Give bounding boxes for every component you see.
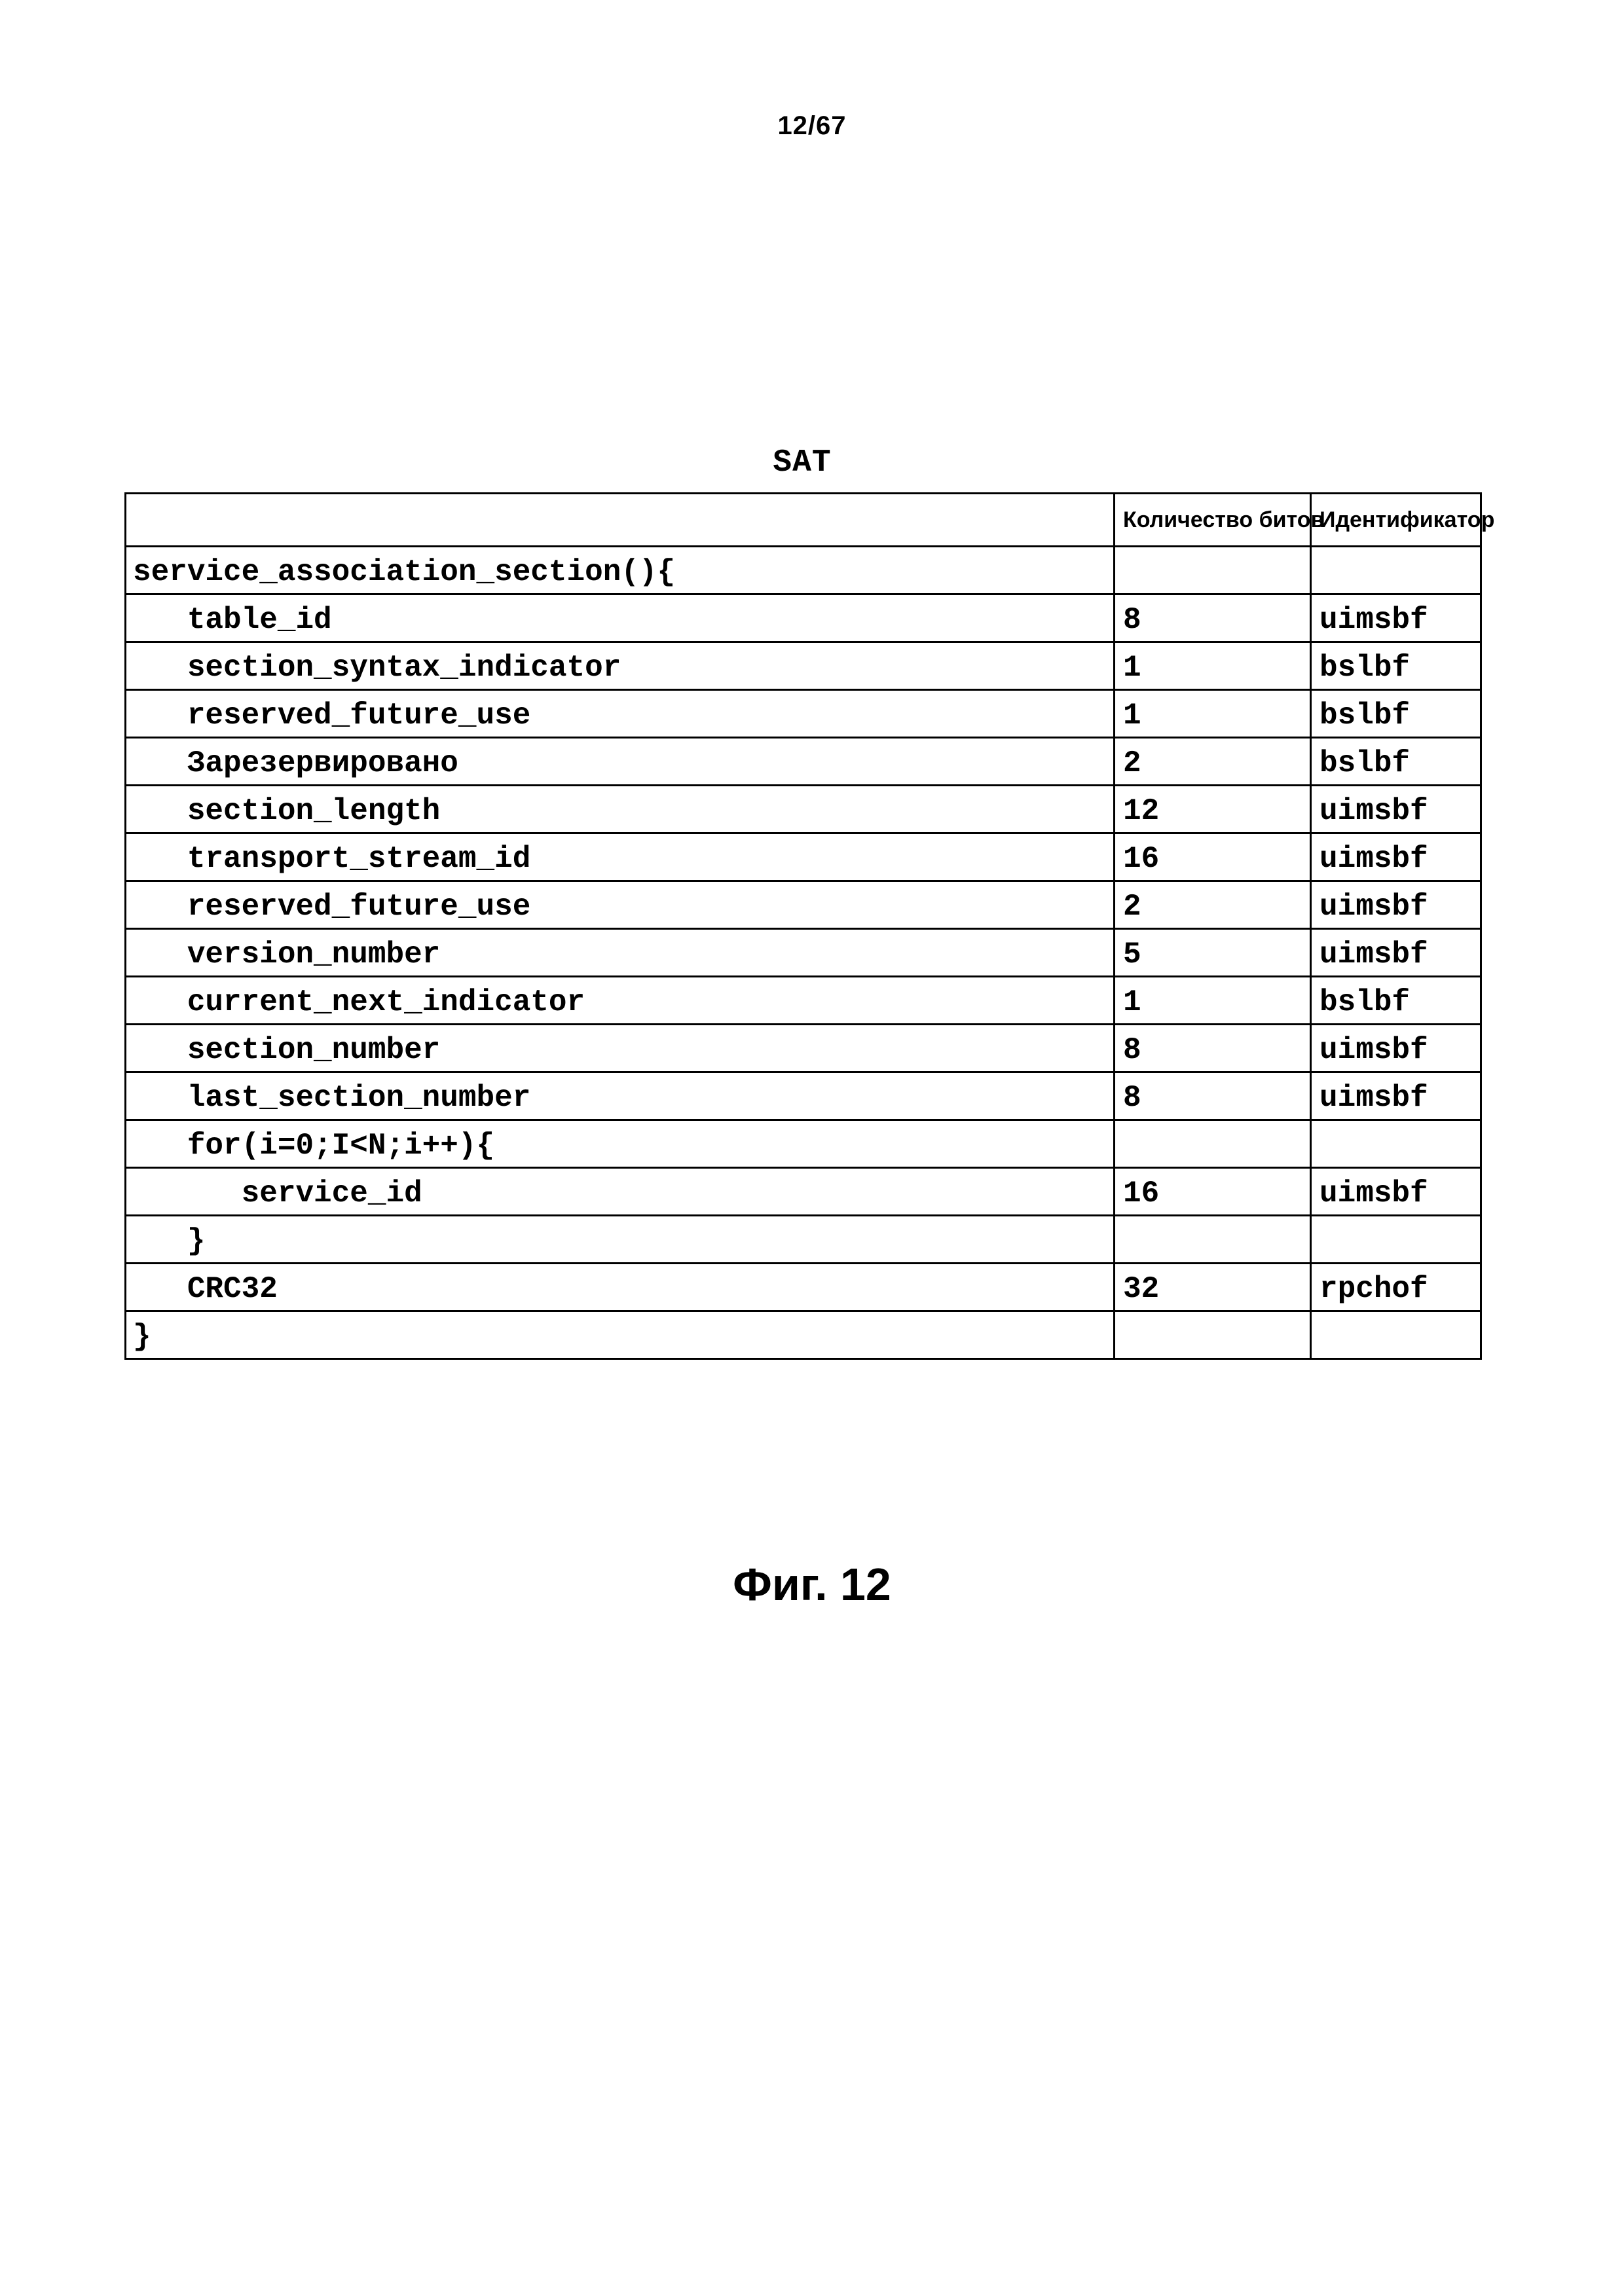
col-header-syntax xyxy=(126,494,1115,547)
table-row: section_syntax_indicator1bslbf xyxy=(126,642,1481,690)
cell-bits: 16 xyxy=(1115,833,1311,881)
cell-syntax: reserved_future_use xyxy=(126,881,1115,929)
cell-bits: 1 xyxy=(1115,977,1311,1025)
cell-identifier: uimsbf xyxy=(1311,786,1481,833)
table-header-row: Количество битов Идентификатор xyxy=(126,494,1481,547)
cell-bits: 2 xyxy=(1115,738,1311,786)
cell-identifier: bslbf xyxy=(1311,977,1481,1025)
cell-bits: 8 xyxy=(1115,1025,1311,1072)
cell-syntax: CRC32 xyxy=(126,1264,1115,1311)
cell-identifier: uimsbf xyxy=(1311,1025,1481,1072)
cell-identifier xyxy=(1311,1311,1481,1359)
cell-syntax: for(i=0;I<N;i++){ xyxy=(126,1120,1115,1168)
cell-bits xyxy=(1115,547,1311,594)
sat-table: Количество битов Идентификатор service_a… xyxy=(124,492,1482,1360)
cell-identifier: uimsbf xyxy=(1311,1072,1481,1120)
table-row: reserved_future_use2uimsbf xyxy=(126,881,1481,929)
page-number: 12/67 xyxy=(0,111,1624,141)
cell-syntax: section_length xyxy=(126,786,1115,833)
cell-identifier: uimsbf xyxy=(1311,833,1481,881)
cell-identifier xyxy=(1311,547,1481,594)
cell-syntax: reserved_future_use xyxy=(126,690,1115,738)
cell-identifier: uimsbf xyxy=(1311,881,1481,929)
col-header-ident: Идентификатор xyxy=(1311,494,1481,547)
cell-bits: 8 xyxy=(1115,1072,1311,1120)
cell-bits: 8 xyxy=(1115,594,1311,642)
cell-syntax: } xyxy=(126,1311,1115,1359)
table-row: for(i=0;I<N;i++){ xyxy=(126,1120,1481,1168)
cell-syntax: table_id xyxy=(126,594,1115,642)
table-row: service_association_section(){ xyxy=(126,547,1481,594)
cell-syntax: section_syntax_indicator xyxy=(126,642,1115,690)
table-row: section_number8uimsbf xyxy=(126,1025,1481,1072)
cell-syntax: last_section_number xyxy=(126,1072,1115,1120)
cell-identifier xyxy=(1311,1216,1481,1264)
table-row: Зарезервировано2bslbf xyxy=(126,738,1481,786)
cell-bits: 32 xyxy=(1115,1264,1311,1311)
table-row: current_next_indicator1bslbf xyxy=(126,977,1481,1025)
cell-bits: 12 xyxy=(1115,786,1311,833)
cell-syntax: Зарезервировано xyxy=(126,738,1115,786)
table-row: CRC3232rpchof xyxy=(126,1264,1481,1311)
table-row: table_id8uimsbf xyxy=(126,594,1481,642)
cell-identifier: bslbf xyxy=(1311,738,1481,786)
table-row: section_length12uimsbf xyxy=(126,786,1481,833)
table-row: } xyxy=(126,1216,1481,1264)
cell-bits: 16 xyxy=(1115,1168,1311,1216)
cell-identifier: bslbf xyxy=(1311,642,1481,690)
cell-syntax: transport_stream_id xyxy=(126,833,1115,881)
cell-bits xyxy=(1115,1120,1311,1168)
page: 12/67 SAT Количество битов Идентификатор… xyxy=(0,0,1624,2296)
cell-syntax: service_id xyxy=(126,1168,1115,1216)
cell-bits xyxy=(1115,1216,1311,1264)
cell-bits xyxy=(1115,1311,1311,1359)
cell-identifier: uimsbf xyxy=(1311,594,1481,642)
cell-syntax: version_number xyxy=(126,929,1115,977)
cell-identifier: bslbf xyxy=(1311,690,1481,738)
cell-bits: 1 xyxy=(1115,642,1311,690)
table-row: reserved_future_use1bslbf xyxy=(126,690,1481,738)
cell-bits: 2 xyxy=(1115,881,1311,929)
cell-bits: 1 xyxy=(1115,690,1311,738)
table-title: SAT xyxy=(124,445,1480,481)
cell-identifier: uimsbf xyxy=(1311,929,1481,977)
cell-identifier: rpchof xyxy=(1311,1264,1481,1311)
table-row: version_number5uimsbf xyxy=(126,929,1481,977)
cell-syntax: section_number xyxy=(126,1025,1115,1072)
cell-identifier: uimsbf xyxy=(1311,1168,1481,1216)
col-header-bits: Количество битов xyxy=(1115,494,1311,547)
sat-table-region: SAT Количество битов Идентификатор servi… xyxy=(124,445,1480,1360)
cell-syntax: service_association_section(){ xyxy=(126,547,1115,594)
table-row: service_id16uimsbf xyxy=(126,1168,1481,1216)
cell-syntax: } xyxy=(126,1216,1115,1264)
figure-caption: Фиг. 12 xyxy=(0,1558,1624,1611)
cell-syntax: current_next_indicator xyxy=(126,977,1115,1025)
table-row: } xyxy=(126,1311,1481,1359)
table-row: transport_stream_id16uimsbf xyxy=(126,833,1481,881)
cell-bits: 5 xyxy=(1115,929,1311,977)
cell-identifier xyxy=(1311,1120,1481,1168)
table-row: last_section_number8uimsbf xyxy=(126,1072,1481,1120)
